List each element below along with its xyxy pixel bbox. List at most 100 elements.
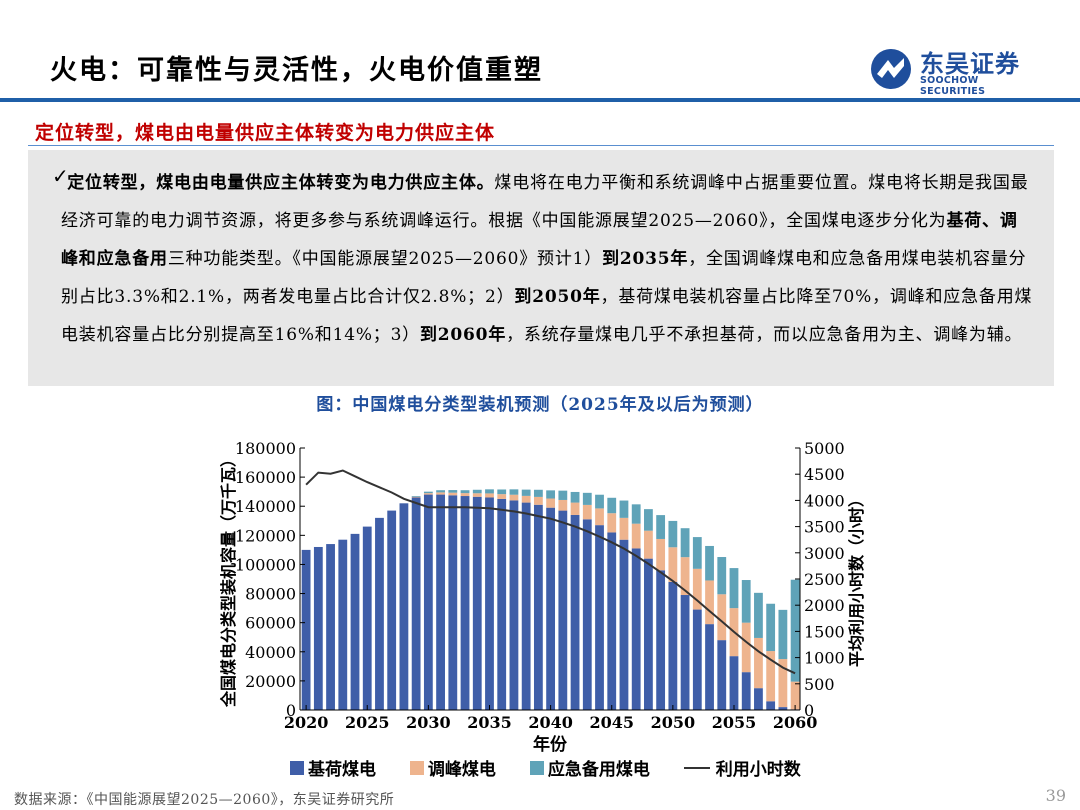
bar-backup — [705, 545, 714, 581]
bar-backup — [607, 497, 617, 514]
bar-peak — [570, 502, 580, 515]
bar-backup — [790, 579, 800, 682]
bar-base — [558, 510, 568, 710]
bar-peak — [656, 538, 666, 571]
logo-text-cn: 东吴证券 — [920, 49, 1020, 78]
page-title: 火电：可靠性与灵活性，火电价值重塑 — [50, 55, 543, 86]
y-tick-label-right: 1500 — [804, 622, 845, 641]
y-tick-label-right: 5000 — [804, 439, 845, 458]
bar-base — [631, 548, 641, 710]
bar-peak — [692, 568, 702, 610]
bar-base — [619, 539, 629, 710]
bar-base — [362, 526, 372, 710]
bar-base — [705, 624, 714, 710]
para-text-1: 煤电将在电力平衡和系统调峰中占据重要位置。煤电将长期是我国最经济可靠的电力调节资… — [61, 173, 1029, 231]
bar-backup — [692, 537, 702, 569]
para-text-2: 三种功能类型。《中国能源展望2025—2060》预计1） — [167, 249, 603, 269]
bar-base — [423, 494, 433, 710]
bar-base — [411, 497, 421, 710]
y-tick-label-right: 3000 — [804, 544, 845, 563]
bar-peak — [778, 659, 788, 708]
bar-peak — [460, 493, 470, 497]
bar-base — [313, 546, 323, 710]
y-tick-label-left: 100000 — [235, 555, 296, 574]
y-axis-label-left: 全国煤电分类型装机容量（万千瓦） — [219, 451, 238, 708]
para-text-4: ，基荷煤电装机容量占比降至70%，调峰和应急备用煤电装机容量占比分别提高至16%… — [61, 287, 1033, 345]
bar-backup — [729, 568, 739, 609]
bar-backup — [754, 592, 763, 638]
summary-panel: ✓ 定位转型，煤电由电量供应主体转变为电力供应主体。煤电将在电力平衡和系统调峰中… — [28, 150, 1054, 386]
y-tick-label-left: 20000 — [245, 672, 296, 691]
bar-base — [460, 496, 470, 710]
bar-peak — [582, 504, 592, 520]
y-tick-label-left: 120000 — [235, 526, 296, 545]
bar-base — [301, 549, 311, 710]
legend-swatch-peak — [409, 760, 424, 775]
bar-peak — [595, 508, 604, 526]
bar-base — [509, 500, 519, 710]
legend-swatch-backup — [529, 760, 544, 775]
bar-base — [521, 502, 531, 710]
para-bold-4: 到2050年 — [514, 287, 601, 307]
bar-base — [680, 595, 690, 710]
header-divider — [0, 98, 1080, 102]
chart-legend: 基荷煤电 调峰煤电 应急备用煤电 利用小时数 — [290, 755, 801, 780]
y-axis-label-right: 平均利用小时数（小时） — [847, 491, 866, 667]
bar-peak — [485, 493, 494, 498]
para-lead: 定位转型，煤电由电量供应主体转变为电力供应主体。 — [67, 173, 495, 193]
bar-peak — [766, 651, 776, 702]
bar-backup — [619, 500, 629, 518]
bar-backup — [631, 504, 641, 524]
bar-peak — [668, 547, 678, 582]
legend-label-backup: 应急备用煤电 — [547, 760, 650, 780]
legend-label-line: 利用小时数 — [715, 760, 801, 780]
bar-base — [375, 517, 384, 710]
bar-backup — [741, 580, 751, 623]
x-tick-label: 2045 — [589, 713, 634, 732]
bar-backup — [656, 515, 666, 539]
y-tick-label-right: 4500 — [804, 465, 845, 484]
section-title: 定位转型，煤电由电量供应主体转变为电力供应主体 — [35, 122, 496, 144]
bar-backup — [485, 489, 494, 494]
y-tick-label-left: 180000 — [235, 439, 296, 458]
y-tick-label-left: 140000 — [235, 497, 296, 516]
y-tick-label-right: 4000 — [804, 491, 845, 510]
bar-base — [717, 640, 727, 710]
bar-peak — [509, 494, 519, 501]
bar-peak — [546, 498, 556, 508]
bar-backup — [766, 603, 776, 652]
y-tick-label-right: 500 — [804, 675, 835, 694]
bar-base — [607, 532, 617, 710]
y-tick-label-left: 40000 — [245, 643, 296, 662]
bar-backup — [521, 489, 531, 496]
bar-backup — [411, 496, 421, 497]
bar-peak — [754, 637, 763, 689]
bar-base — [497, 498, 507, 710]
bar-base — [668, 581, 678, 710]
bar-peak — [411, 496, 421, 498]
bar-base — [485, 497, 494, 710]
bar-peak — [472, 493, 482, 497]
brand-logo: 东吴证券 SOOCHOW SECURITIES — [868, 46, 1038, 97]
bar-backup — [497, 489, 507, 495]
y-tick-label-right: 2500 — [804, 570, 845, 589]
legend-swatch-base — [290, 760, 304, 775]
bar-peak — [497, 494, 507, 499]
bar-base — [338, 539, 348, 710]
x-tick-label: 2050 — [651, 713, 696, 732]
bar-base — [778, 707, 788, 710]
bar-backup — [509, 489, 519, 495]
bar-base — [754, 688, 763, 710]
bar-peak — [741, 622, 751, 673]
y-tick-label-left: 60000 — [245, 614, 296, 633]
bar-peak — [533, 496, 543, 505]
bar-backup — [668, 520, 678, 548]
bar-backup — [570, 491, 580, 503]
data-source: 数据来源：《中国能源展望2025—2060》，东吴证券研究所 — [14, 792, 395, 808]
bar-backup — [717, 557, 727, 595]
line-utilization-hours — [305, 469, 796, 675]
bar-peak — [717, 594, 727, 641]
bar-peak — [448, 492, 458, 496]
para-text-3: ，全国调峰煤电和应急备用煤电装机容量分别占比3.3%和2.1%，两者发电量占比合… — [61, 249, 1027, 307]
bar-peak — [705, 580, 714, 625]
